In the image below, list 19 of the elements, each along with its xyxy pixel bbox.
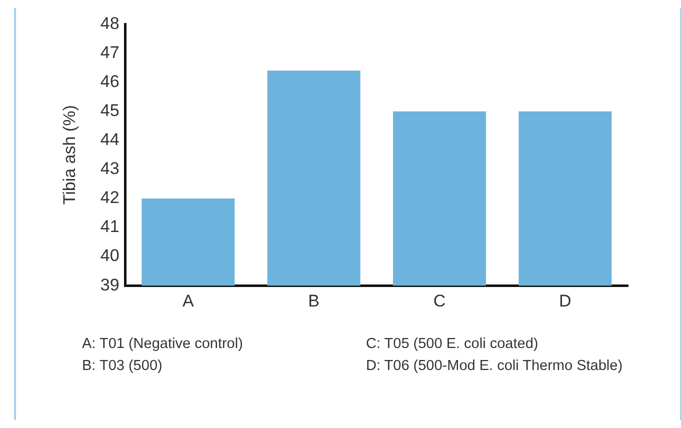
y-tick-label: 39 bbox=[100, 275, 120, 294]
y-tick-label: 46 bbox=[100, 72, 120, 91]
text: A: T01 (Negative control) bbox=[82, 336, 244, 352]
y-tick-label: 42 bbox=[100, 188, 120, 208]
y-tick-label: 48 bbox=[100, 14, 120, 33]
x-tick-label: D bbox=[559, 291, 572, 310]
text: D: T06 (500-Mod E. coli Thermo Stable) bbox=[366, 358, 624, 374]
y-axis-title: Tibia ash (%) bbox=[60, 105, 79, 205]
x-tick-label: B bbox=[308, 291, 320, 310]
text: B: T03 (500) bbox=[82, 358, 164, 374]
y-tick-label: 45 bbox=[100, 101, 120, 120]
y-tick-label: 41 bbox=[100, 217, 120, 236]
y-tick-label: 47 bbox=[100, 42, 120, 62]
y-tick-label: 40 bbox=[100, 246, 120, 266]
y-tick-label: 44 bbox=[100, 130, 120, 150]
x-tick-label: C bbox=[433, 291, 446, 310]
x-tick-label: A bbox=[182, 291, 194, 310]
text: C: T05 (500 E. coli coated) bbox=[366, 336, 540, 352]
y-tick-label: 43 bbox=[100, 159, 120, 178]
